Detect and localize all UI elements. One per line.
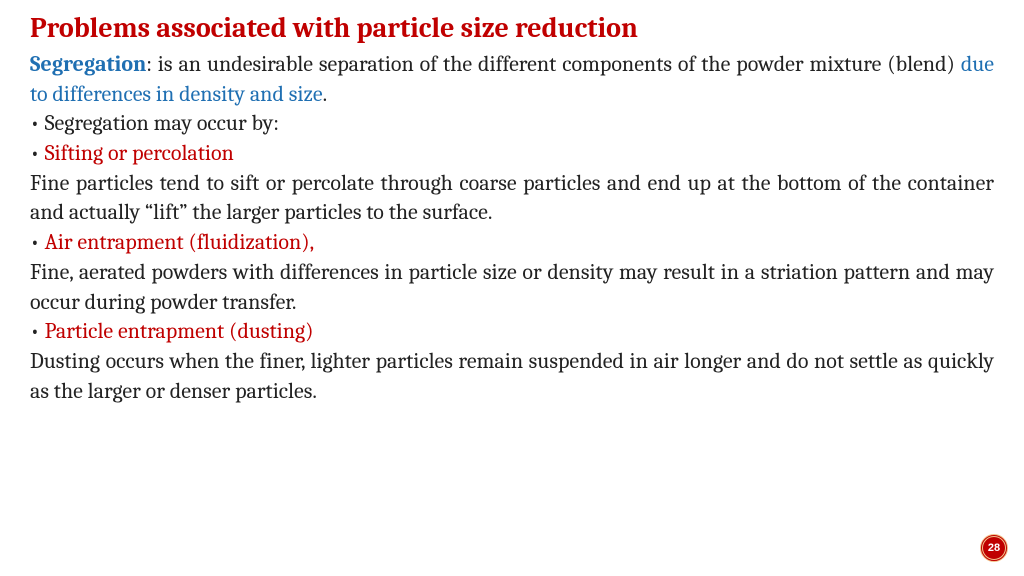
item1-body: Fine particles tend to sift or percolate… <box>30 169 994 228</box>
item3-bullet: • <box>30 318 45 344</box>
item1-heading: Sifting or percolation <box>45 140 234 166</box>
item2-bullet: • <box>30 229 45 255</box>
segregation-term: Segregation <box>30 51 146 77</box>
intro-bullet: • Segregation may occur by: <box>30 109 994 139</box>
page-number: 28 <box>988 542 1000 554</box>
item1-heading-line: • Sifting or percolation <box>30 139 994 169</box>
item3-heading: Particle entrapment (dusting) <box>45 318 314 344</box>
item2-heading: Air entrapment (fluidization), <box>45 229 315 255</box>
item2-body: Fine, aerated powders with differences i… <box>30 258 994 317</box>
slide-title: Problems associated with particle size r… <box>30 12 994 44</box>
item2-heading-line: • Air entrapment (fluidization), <box>30 228 994 258</box>
page-number-badge: 28 <box>980 534 1008 562</box>
segregation-definition: Segregation: is an undesirable separatio… <box>30 50 994 109</box>
item3-heading-line: • Particle entrapment (dusting) <box>30 317 994 347</box>
segregation-def-2: . <box>323 81 328 107</box>
item3-body: Dusting occurs when the finer, lighter p… <box>30 347 994 406</box>
segregation-def-1: : is an undesirable separation of the di… <box>146 51 961 77</box>
item1-bullet: • <box>30 140 45 166</box>
